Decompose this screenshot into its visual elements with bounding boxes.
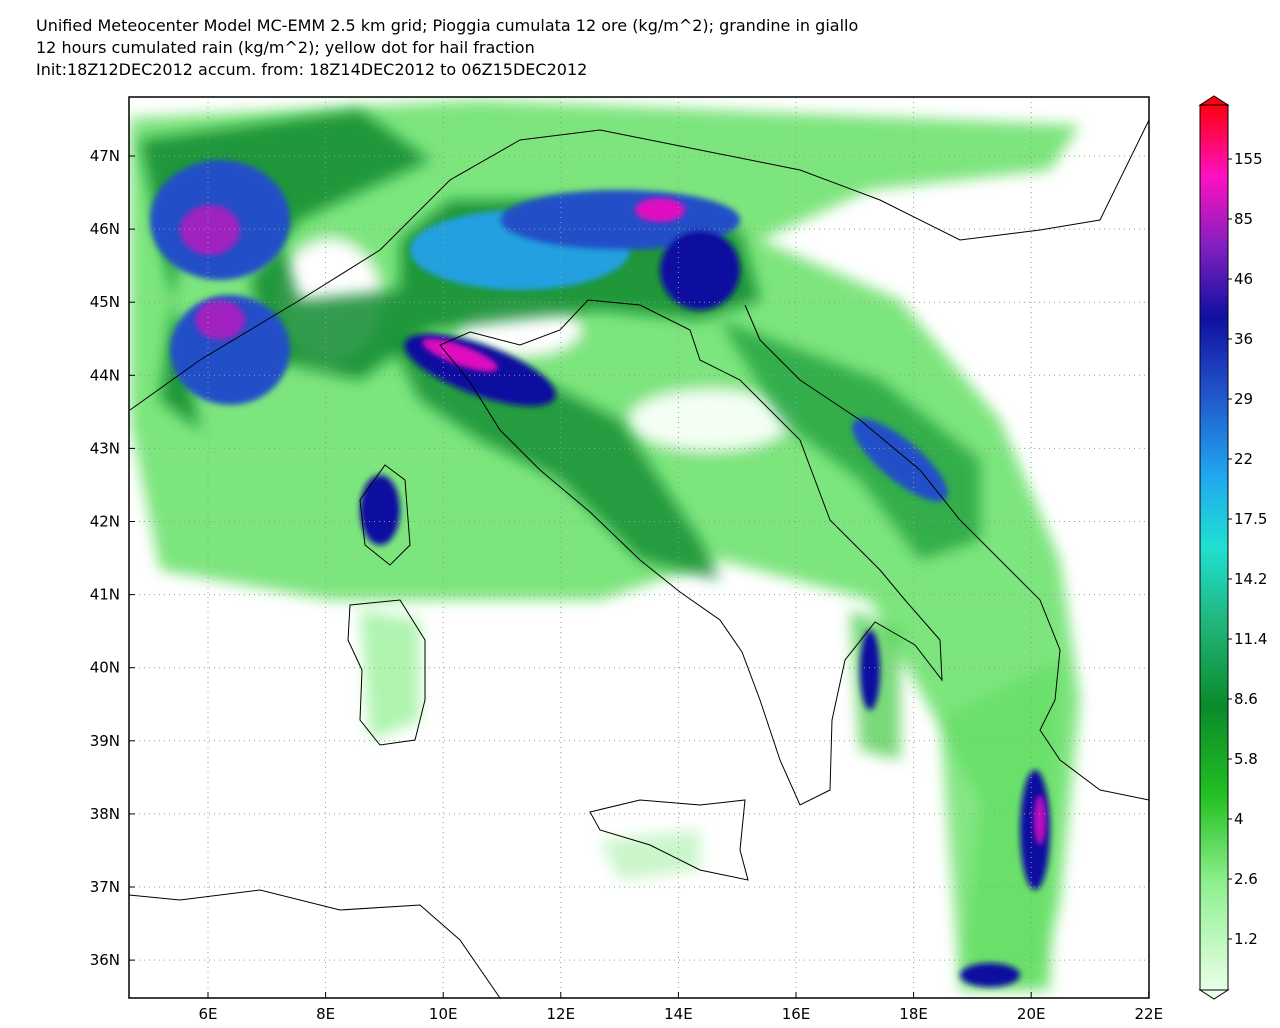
lon-label: 18E	[899, 1005, 928, 1023]
header: Unified Meteocenter Model MC-EMM 2.5 km …	[36, 16, 858, 79]
colorbar-min-arrow	[1198, 989, 1230, 1000]
balkan-coast	[744, 304, 1149, 801]
lat-label: 45N	[90, 293, 120, 311]
colorbar-label: 17.5	[1234, 510, 1267, 528]
header-line: Unified Meteocenter Model MC-EMM 2.5 km …	[36, 16, 858, 35]
lat-label: 42N	[90, 513, 120, 531]
colorbar-label: 155	[1234, 150, 1263, 168]
lat-label: 44N	[90, 366, 120, 384]
lon-label: 14E	[664, 1005, 693, 1023]
lon-label: 12E	[547, 1005, 576, 1023]
alps-border	[129, 119, 1149, 411]
colorbar-label: 85	[1234, 210, 1253, 228]
colorbar-label: 1.2	[1234, 930, 1258, 948]
sardinia-coast	[347, 599, 426, 746]
colorbar-label: 11.4	[1234, 630, 1267, 648]
lat-label: 40N	[90, 659, 120, 677]
lon-label: 16E	[782, 1005, 811, 1023]
header-line: Init:18Z12DEC2012 accum. from: 18Z14DEC2…	[36, 60, 587, 79]
colorbar-label: 29	[1234, 390, 1253, 408]
lon-label: 10E	[429, 1005, 458, 1023]
lat-label: 36N	[90, 951, 120, 969]
lat-label: 38N	[90, 805, 120, 823]
colorbar-label: 4	[1234, 810, 1244, 828]
lat-label: 37N	[90, 878, 120, 896]
italy-coast	[439, 299, 943, 806]
colorbar-label: 2.6	[1234, 870, 1258, 888]
colorbar-label: 46	[1234, 270, 1253, 288]
lat-label: 39N	[90, 732, 120, 750]
colorbar-labels: 155 85 46 36 29 22 17.5 14.2 11.4 8.6 5.8 4 2.6 1.2	[1228, 150, 1267, 948]
colorbar-label: 8.6	[1234, 690, 1258, 708]
lat-label: 41N	[90, 586, 120, 604]
axis-labels: 6E 8E 10E 12E 14E 16E 18E 20E 22E 47N 46N 45N 44N 43N…	[90, 147, 1163, 1023]
sicily-coast	[589, 799, 749, 881]
lon-label: 22E	[1135, 1005, 1164, 1023]
africa-coast	[129, 889, 501, 998]
lat-label: 47N	[90, 147, 120, 165]
lon-label: 8E	[316, 1005, 335, 1023]
colorbar	[1199, 104, 1229, 991]
lon-label: 20E	[1017, 1005, 1046, 1023]
header-line: 12 hours cumulated rain (kg/m^2); yellow…	[36, 38, 535, 57]
coastlines	[129, 119, 1149, 998]
colorbar-label: 14.2	[1234, 570, 1267, 588]
colorbar-label: 36	[1234, 330, 1253, 348]
colorbar-max-arrow	[1198, 95, 1230, 106]
graticule	[129, 97, 1149, 998]
colorbar-label: 5.8	[1234, 750, 1258, 768]
lat-label: 46N	[90, 220, 120, 238]
corsica-coast	[359, 464, 411, 566]
map-frame	[128, 96, 1150, 999]
lat-label: 43N	[90, 439, 120, 457]
lon-label: 6E	[198, 1005, 217, 1023]
colorbar-label: 22	[1234, 450, 1253, 468]
precip-field	[130, 100, 1080, 990]
